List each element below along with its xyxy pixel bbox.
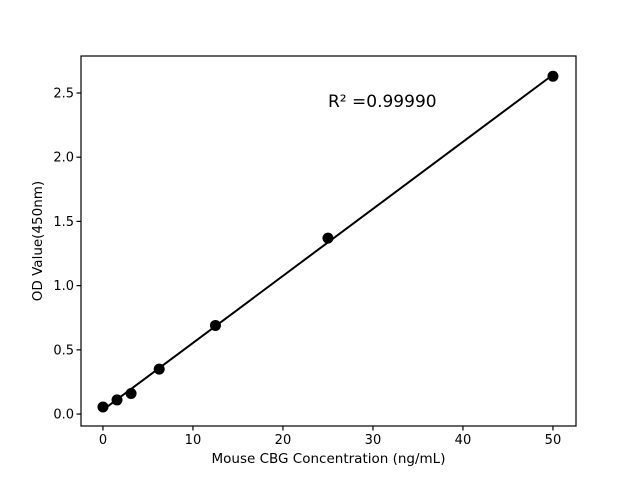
x-tick-label: 10	[185, 433, 202, 448]
x-tick-label: 30	[365, 433, 382, 448]
r-squared-annotation: R² =0.99990	[328, 92, 437, 112]
y-tick-label: 0.0	[53, 408, 74, 423]
x-tick-label: 50	[545, 433, 562, 448]
data-point	[111, 394, 123, 406]
y-tick-label: 2.0	[53, 151, 74, 166]
data-point	[125, 388, 137, 400]
data-point	[322, 232, 334, 244]
x-tick-label: 20	[275, 433, 292, 448]
x-axis-label: Mouse CBG Concentration (ng/mL)	[211, 451, 446, 467]
y-tick-label: 2.5	[53, 86, 74, 101]
y-tick-label: 1.5	[53, 215, 74, 230]
plot-frame	[80, 55, 577, 427]
data-point	[209, 319, 221, 331]
y-axis-label: OD Value(450nm)	[30, 180, 46, 302]
x-tick-label: 0	[99, 433, 107, 448]
y-tick-label: 0.5	[53, 343, 74, 358]
data-point	[547, 70, 559, 82]
y-tick-label: 1.0	[53, 279, 74, 294]
x-tick-label: 40	[455, 433, 472, 448]
data-point	[97, 401, 109, 413]
data-point	[153, 363, 165, 375]
